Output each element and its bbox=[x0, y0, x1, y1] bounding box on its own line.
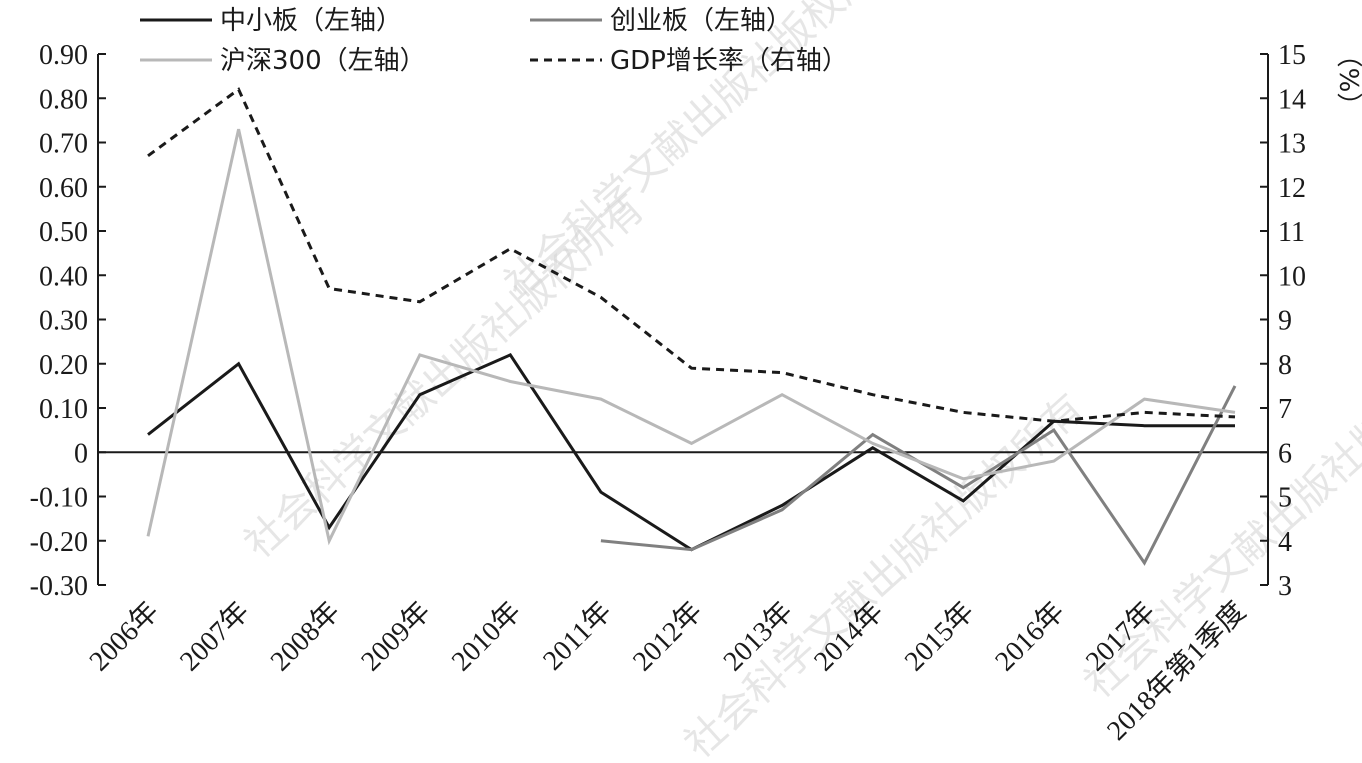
x-tick-label: 2015年 bbox=[898, 595, 980, 677]
right-tick-label: 11 bbox=[1278, 217, 1305, 248]
left-tick-label: 0.60 bbox=[39, 173, 88, 204]
right-tick-label: 8 bbox=[1278, 350, 1292, 381]
left-tick-label: -0.20 bbox=[30, 527, 88, 558]
right-axis-unit: （%） bbox=[1333, 42, 1362, 119]
left-tick-label: -0.10 bbox=[30, 483, 88, 514]
left-tick-label: 0 bbox=[74, 438, 88, 469]
left-tick-label: 0.40 bbox=[39, 261, 88, 292]
x-tick-label: 2010年 bbox=[445, 595, 527, 677]
left-tick-label: -0.30 bbox=[30, 571, 88, 602]
right-tick-label: 14 bbox=[1278, 84, 1306, 115]
right-tick-label: 13 bbox=[1278, 129, 1306, 160]
x-tick-label: 2009年 bbox=[355, 595, 437, 677]
x-tick-label: 2008年 bbox=[264, 595, 346, 677]
right-tick-label: 3 bbox=[1278, 571, 1292, 602]
legend-label: GDP增长率（右轴） bbox=[610, 46, 848, 76]
series-line-2 bbox=[146, 128, 1236, 546]
legend: 中小板（左轴） 创业板（左轴） 沪深300（左轴） GDP增长率（右轴） bbox=[140, 6, 848, 76]
left-tick-label: 0.30 bbox=[39, 306, 88, 337]
left-tick-label: 0.90 bbox=[39, 40, 88, 71]
x-tick-label: 2006年 bbox=[83, 595, 165, 677]
left-tick-label: 0.80 bbox=[39, 84, 88, 115]
left-tick-label: 0.50 bbox=[39, 217, 88, 248]
series-layer bbox=[146, 87, 1237, 566]
x-tick-label: 2011年 bbox=[537, 595, 618, 676]
right-tick-label: 9 bbox=[1278, 306, 1292, 337]
legend-label: 创业板（左轴） bbox=[610, 6, 792, 36]
right-tick-label: 7 bbox=[1278, 394, 1292, 425]
x-tick-label: 2016年 bbox=[989, 595, 1071, 677]
legend-label: 沪深300（左轴） bbox=[220, 46, 426, 76]
left-tick-label: 0.70 bbox=[39, 129, 88, 160]
legend-label: 中小板（左轴） bbox=[220, 6, 402, 36]
x-tick-label: 2007年 bbox=[173, 595, 255, 677]
right-tick-label: 10 bbox=[1278, 261, 1306, 292]
right-tick-label: 5 bbox=[1278, 483, 1292, 514]
left-tick-label: 0.10 bbox=[39, 394, 88, 425]
right-tick-label: 6 bbox=[1278, 438, 1292, 469]
series-line-3 bbox=[147, 87, 1236, 423]
right-tick-label: 12 bbox=[1278, 173, 1306, 204]
right-tick-label: 15 bbox=[1278, 40, 1306, 71]
right-tick-label: 4 bbox=[1278, 527, 1292, 558]
x-tick-label: 2012年 bbox=[626, 595, 708, 677]
left-tick-label: 0.20 bbox=[39, 350, 88, 381]
